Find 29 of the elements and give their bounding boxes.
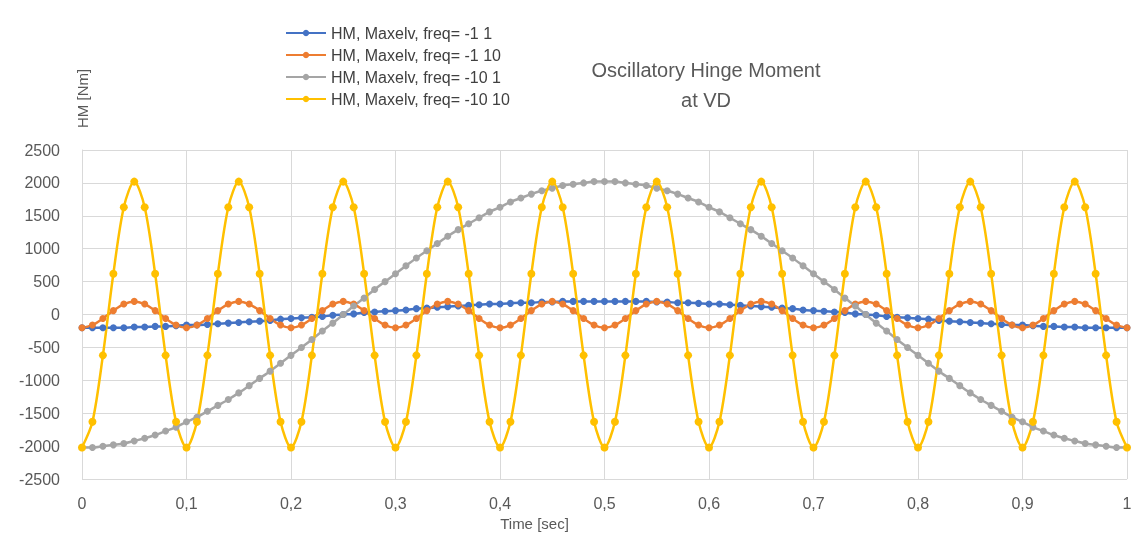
legend-label: HM, Maxelv, freq= -10 1 bbox=[331, 68, 502, 86]
y-tick-label: -2000 bbox=[19, 437, 61, 455]
legend-label: HM, Maxelv, freq= -1 1 bbox=[331, 24, 493, 42]
x-tick-label: 0,6 bbox=[697, 494, 721, 512]
chart-title: Oscillatory Hinge Moment at VD bbox=[591, 59, 821, 111]
x-tick-label: 0,2 bbox=[279, 494, 303, 512]
y-tick-label: -2500 bbox=[19, 470, 61, 488]
legend-label: HM, Maxelv, freq= -1 10 bbox=[331, 46, 502, 64]
y-tick-label: 500 bbox=[33, 273, 61, 291]
y-tick-label: -1000 bbox=[19, 371, 61, 389]
y-tick-label: 1000 bbox=[24, 240, 61, 258]
x-axis-title: Time [sec] bbox=[500, 515, 569, 532]
y-tick-label: -500 bbox=[27, 338, 61, 356]
x-tick-label: 0,4 bbox=[488, 494, 512, 512]
y-tick-label: 1500 bbox=[24, 207, 61, 225]
x-tick-label: 0,3 bbox=[384, 494, 407, 512]
x-tick-label: 0,8 bbox=[906, 494, 930, 512]
x-tick-label: 0,9 bbox=[1011, 494, 1034, 512]
x-tick-label: 0,1 bbox=[175, 494, 198, 512]
y-tick-label: 2500 bbox=[24, 141, 61, 159]
y-axis-title: HM [Nm] bbox=[73, 68, 91, 128]
x-tick-label: 0,5 bbox=[593, 494, 616, 512]
y-tick-label: 0 bbox=[51, 306, 61, 324]
y-tick-label: 2000 bbox=[24, 174, 61, 192]
x-tick-label: 1 bbox=[1122, 494, 1132, 512]
y-tick-label: -1500 bbox=[19, 404, 61, 422]
x-tick-label: 0 bbox=[77, 494, 87, 512]
legend-label: HM, Maxelv, freq= -10 10 bbox=[331, 90, 510, 108]
x-tick-label: 0,7 bbox=[802, 494, 825, 512]
